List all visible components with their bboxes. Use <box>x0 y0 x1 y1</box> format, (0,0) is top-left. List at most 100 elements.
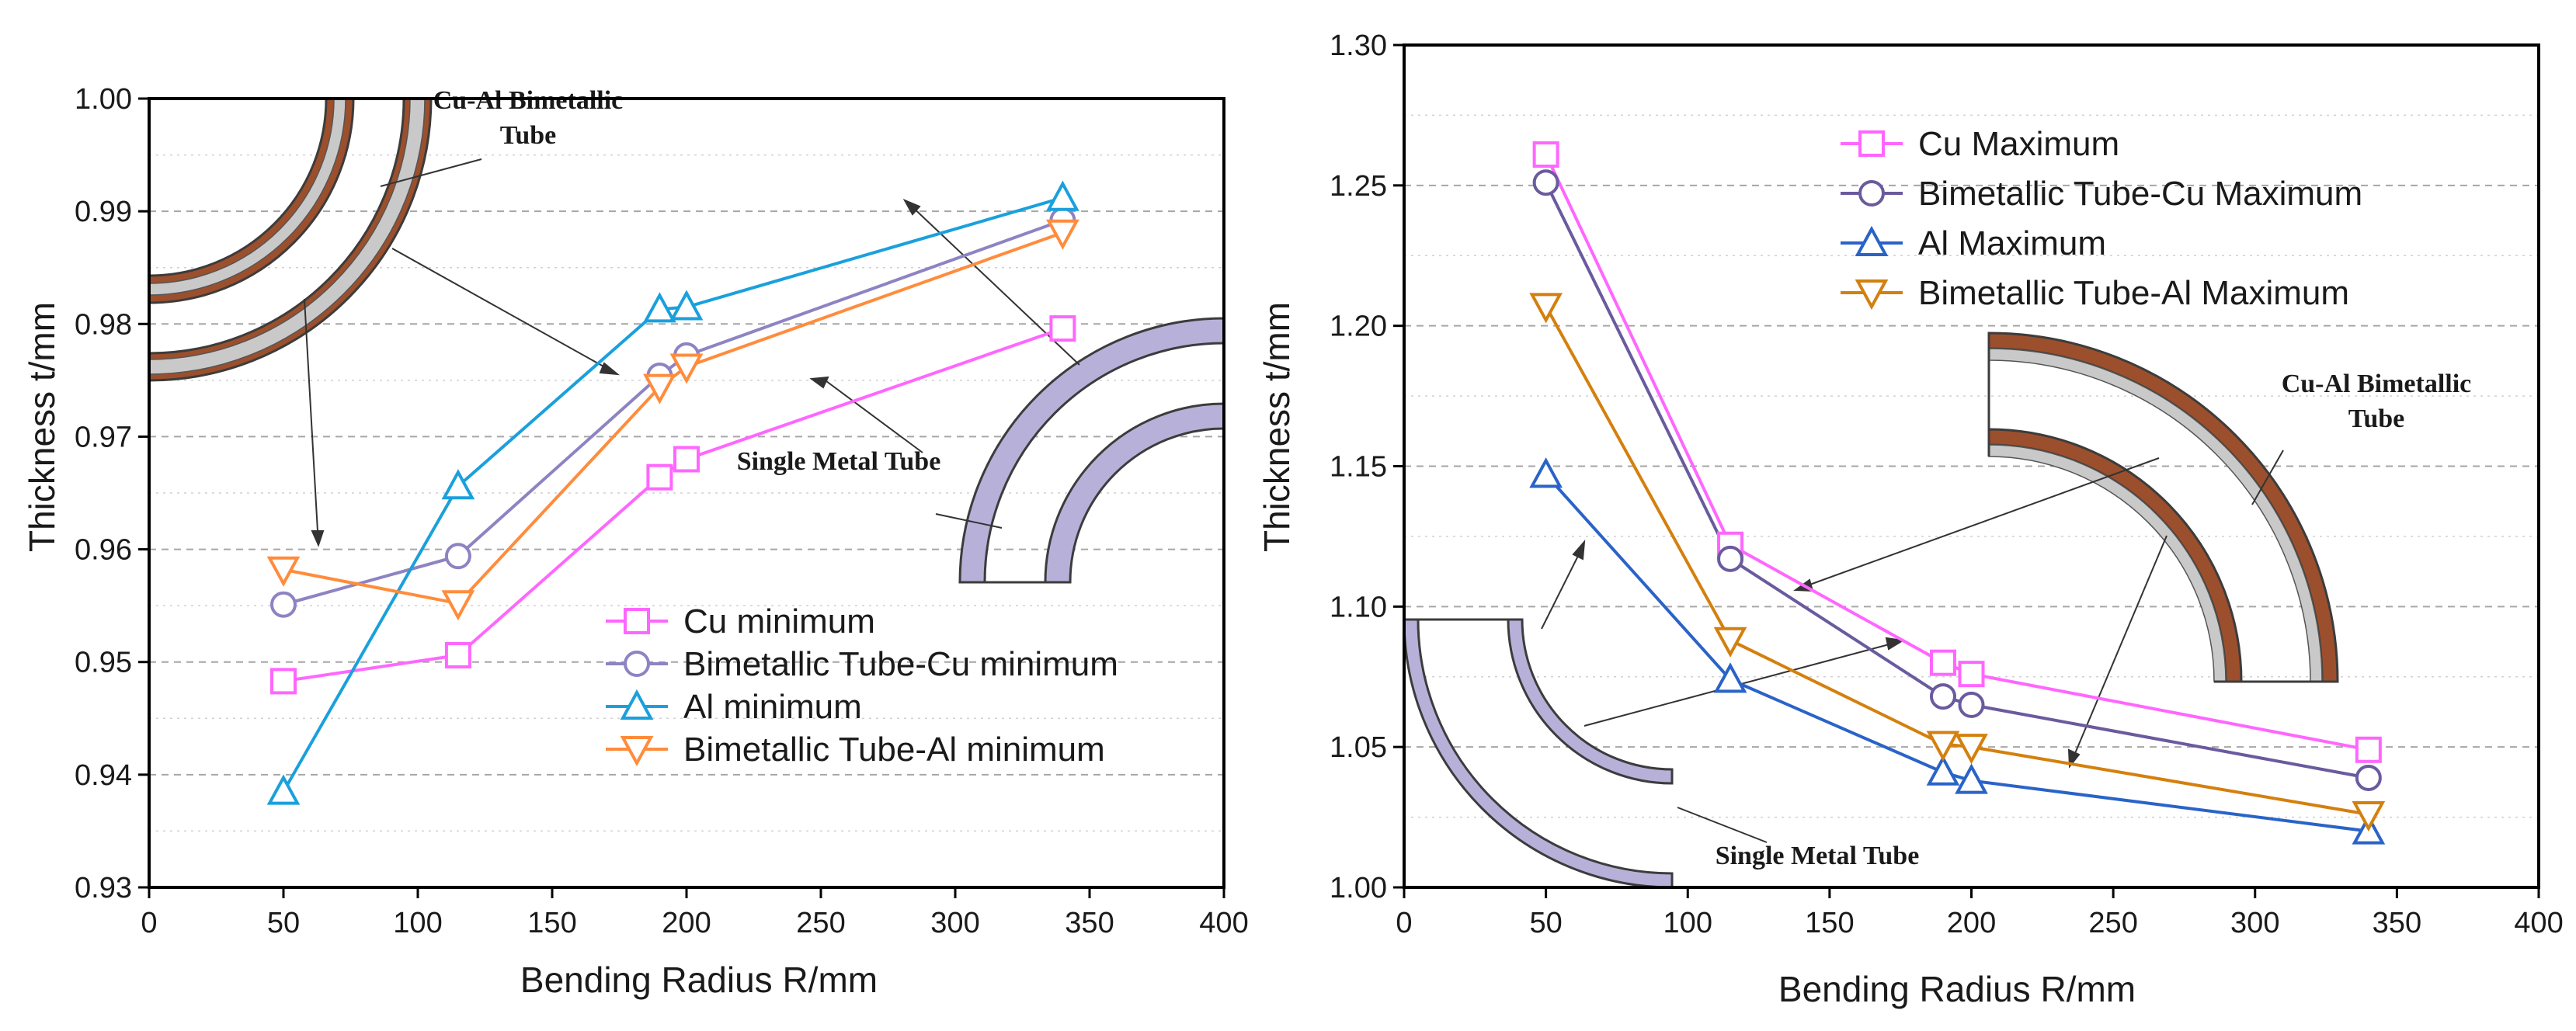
x-tick-label: 150 <box>527 907 576 939</box>
x-tick-label: 200 <box>662 907 711 939</box>
data-point-s0-p2 <box>1929 649 1956 676</box>
leader-single-tube-low <box>935 513 1003 529</box>
data-point-s3-p4 <box>2352 800 2386 832</box>
arrowhead-single-tube-up <box>902 198 921 216</box>
y-tick-label: 0.98 <box>75 308 132 341</box>
bimetallic-tube-outer-liner <box>148 98 346 296</box>
data-point-s0-p4 <box>1049 315 1076 342</box>
data-point-s2-p1 <box>1713 662 1747 693</box>
data-point-s3-p1 <box>1713 627 1747 658</box>
y-tick-label: 0.94 <box>75 759 132 792</box>
x-tick-label: 250 <box>796 907 845 939</box>
x-tick-label: 300 <box>2230 907 2279 939</box>
legend-marker-1 <box>624 651 650 677</box>
data-point-s3-p0 <box>266 556 301 587</box>
data-point-s2-p3 <box>669 290 704 321</box>
y-tick-label: 0.99 <box>75 196 132 228</box>
data-point-s2-p2 <box>643 292 676 323</box>
x-tick-label: 0 <box>141 907 157 939</box>
series-line-2 <box>282 196 1063 793</box>
x-tick-label: 200 <box>1947 907 1996 939</box>
y-tick-label: 0.96 <box>75 534 132 567</box>
y-tick-label: 1.00 <box>75 83 132 116</box>
data-point-s1-p4 <box>2355 764 2382 791</box>
leader-single-label <box>1677 807 1768 843</box>
data-point-s1-p3 <box>1958 691 1985 718</box>
data-point-s3-p0 <box>1529 293 1563 324</box>
series-line-3 <box>283 231 1064 606</box>
data-point-s2-p0 <box>266 774 301 805</box>
leader-bimetallic-to-cu <box>1805 457 2160 587</box>
data-point-s0-p2 <box>646 463 673 491</box>
series-line-0 <box>283 327 1064 683</box>
data-point-s2-p4 <box>1046 180 1079 211</box>
legend-marker-0 <box>624 608 650 634</box>
bimetallic-tube-label-line2: Tube <box>500 121 556 150</box>
data-point-s1-p0 <box>1532 169 1559 196</box>
bimetallic-tube-wall-small <box>149 99 186 136</box>
tube-illustrations-left <box>148 97 1225 584</box>
single-metal-tube-label: Single Metal Tube <box>737 447 941 476</box>
data-point-s0-p4 <box>2355 736 2382 763</box>
arrowhead-single-to-bimetallic-al <box>1885 637 1905 651</box>
leader-bimetallic-to-marker <box>304 298 319 546</box>
legend-marker-0 <box>1858 130 1885 157</box>
leader-bimetallic-label-right <box>2251 450 2284 505</box>
data-point-s3-p2 <box>1926 731 1960 762</box>
legend-label-3: Bimetallic Tube-Al minimum <box>683 731 1105 769</box>
x-axis-title-left: Bending Radius R/mm <box>520 960 878 1000</box>
x-tick-label: 50 <box>267 907 300 939</box>
chart-left: Cu-Al Bimetallic Tube Single Metal Tube … <box>22 83 1249 1000</box>
x-tick-label: 250 <box>2088 907 2137 939</box>
legend-marker-2 <box>620 689 654 720</box>
legend-label-3: Bimetallic Tube-Al Maximum <box>1918 274 2349 312</box>
data-point-s3-p3 <box>669 353 704 384</box>
bimetallic-tube-label-line1: Cu-Al Bimetallic <box>433 86 624 115</box>
data-point-s0-p3 <box>673 446 700 473</box>
y-axis-title-left: Thickness t/mm <box>22 302 62 552</box>
arrowhead-single-to-cu-curve <box>809 376 829 389</box>
chart-right: Cu-Al Bimetallic Tube Single Metal Tube … <box>1257 30 2564 1009</box>
data-point-s3-p1 <box>441 590 475 621</box>
single-tube-right-inner <box>1507 618 1674 785</box>
legend-label-2: Al Maximum <box>1918 224 2106 262</box>
bimetallic-tube-outer-wall <box>148 97 355 304</box>
x-tick-label: 100 <box>393 907 442 939</box>
data-point-s0-p1 <box>444 642 471 669</box>
x-tick-label: 50 <box>1529 907 1562 939</box>
data-point-s1-p1 <box>444 543 471 570</box>
legend-label-0: Cu minimum <box>683 602 875 640</box>
annotation-arrows-right <box>1541 450 2284 843</box>
leader-single-to-al <box>1541 550 1581 630</box>
tube-illustrations-right <box>1403 332 2339 889</box>
data-point-s2-p1 <box>441 469 475 500</box>
legend-marker-2 <box>1855 225 1889 256</box>
legend-right: Cu Maximum Bimetallic Tube-Cu Maximum Al M… <box>1841 125 2362 312</box>
y-tick-label: 1.25 <box>1330 170 1387 203</box>
y-tick-label: 1.20 <box>1330 311 1387 343</box>
data-point-s2-p3 <box>1955 763 1988 794</box>
x-tick-label: 100 <box>1663 907 1712 939</box>
data-point-s1-p2 <box>1929 683 1956 710</box>
x-tick-label: 300 <box>930 907 979 939</box>
single-metal-tube-label-right: Single Metal Tube <box>1716 842 1920 870</box>
bimetallic-tube-right-inner <box>1987 428 2243 683</box>
y-tick-label: 1.00 <box>1330 872 1387 904</box>
leader-bimetallic-top <box>380 158 482 187</box>
arrowhead-bimetallic-to-al-curve <box>599 362 621 376</box>
legend-label-2: Al minimum <box>683 688 862 726</box>
bimetallic-tube-label-right-line2: Tube <box>2348 404 2404 433</box>
data-point-s2-p0 <box>1529 457 1563 488</box>
data-point-s1-p1 <box>1717 545 1744 572</box>
bimetallic-tube-label-right-line1: Cu-Al Bimetallic <box>2282 370 2472 398</box>
legend-label-1: Bimetallic Tube-Cu minimum <box>683 645 1118 683</box>
data-point-s3-p2 <box>643 373 676 404</box>
x-tick-label: 150 <box>1805 907 1854 939</box>
arrowhead-bimetallic-to-marker <box>311 530 325 547</box>
data-point-s0-p0 <box>270 668 297 695</box>
data-point-s0-p0 <box>1532 141 1559 168</box>
x-tick-label: 350 <box>2373 907 2421 939</box>
bimetallic-tube-right-inner-liner <box>1988 444 2227 682</box>
